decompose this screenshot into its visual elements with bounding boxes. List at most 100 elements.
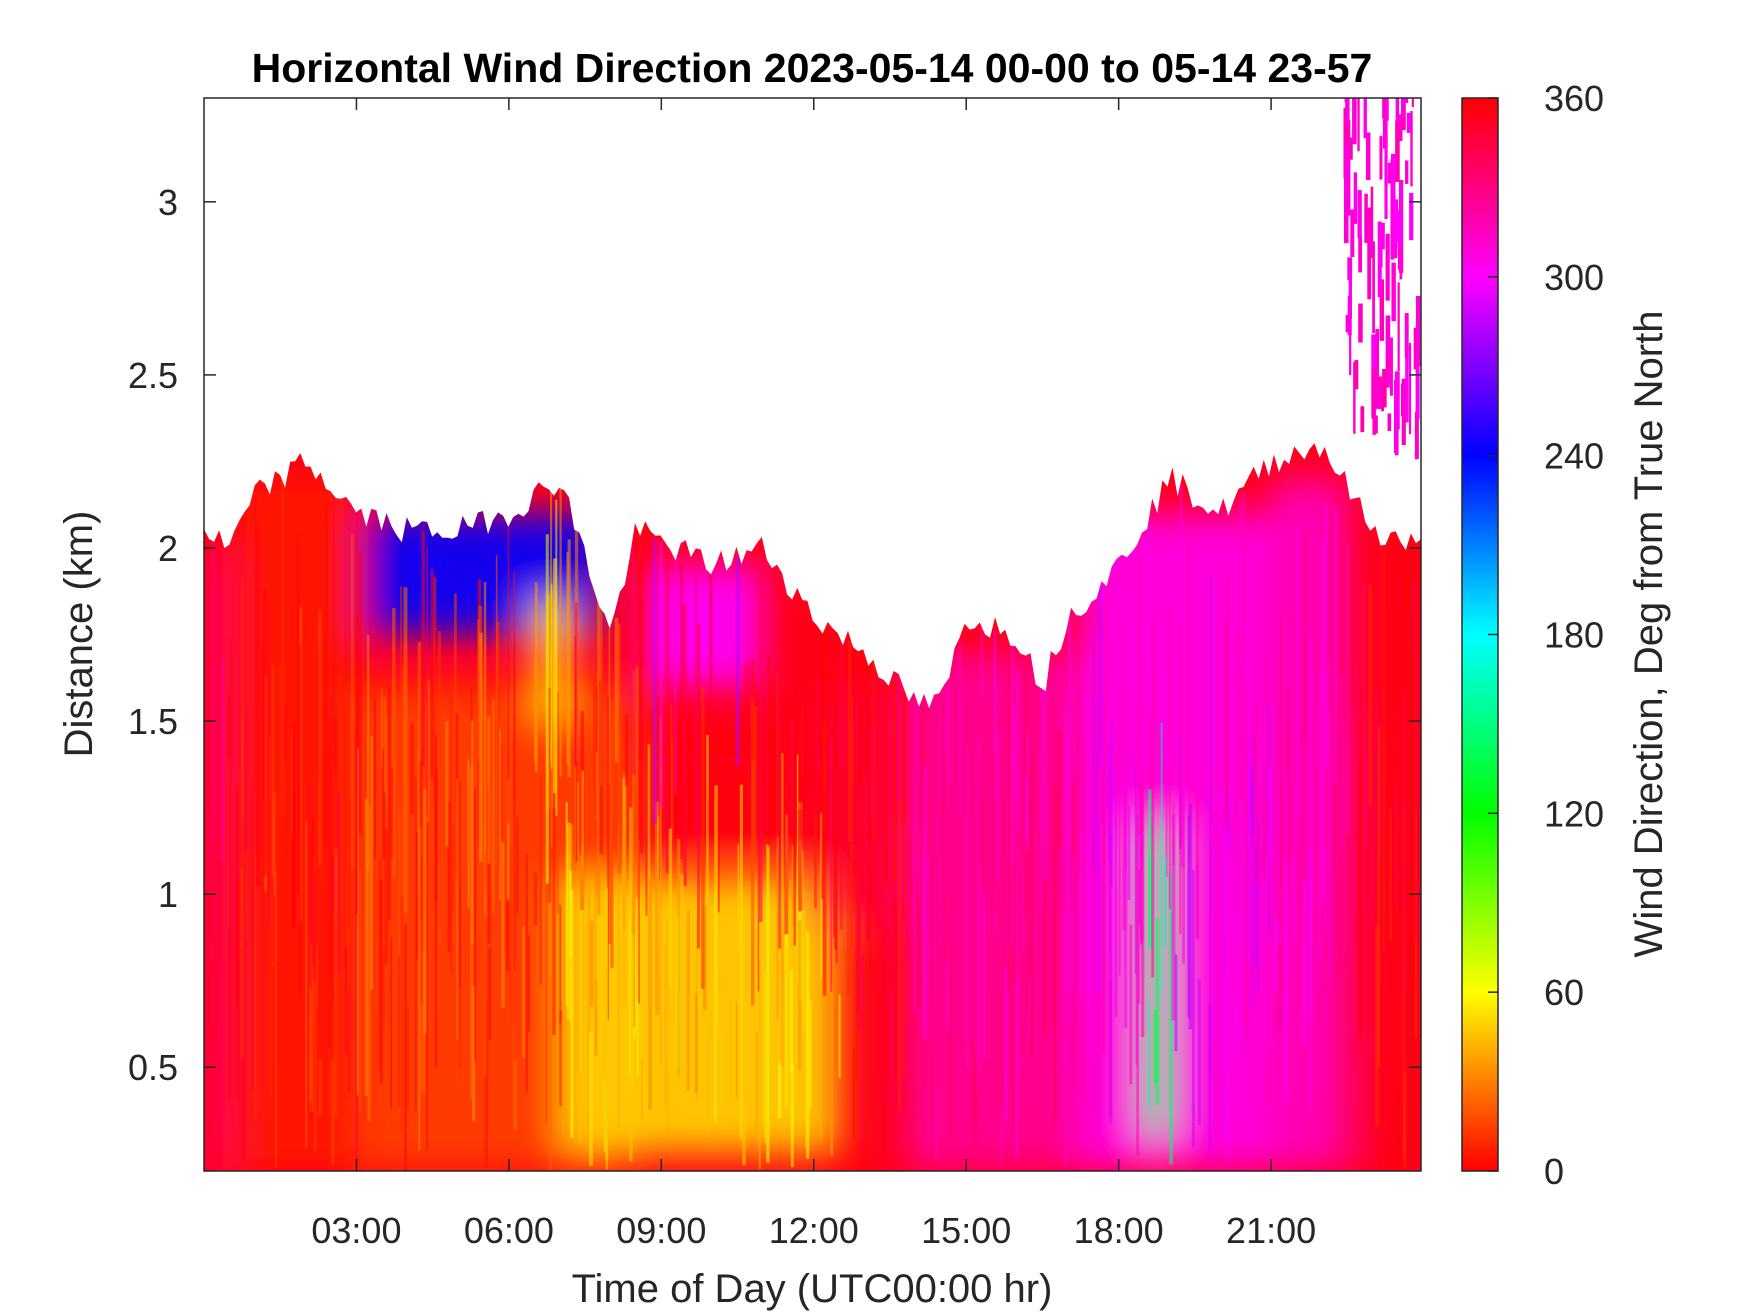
heatmap-streak [987,701,991,781]
heatmap-streak [1188,802,1193,1030]
heatmap-streak [1382,743,1386,952]
heatmap-streak [430,568,434,779]
colorbar-ticks: 0 60 120 180 240 300 360 [1488,78,1604,1192]
heatmap-streak [595,686,598,817]
heatmap-streak [1321,540,1325,904]
heatmap-streak [1265,935,1268,995]
heatmap-streak [350,534,354,870]
heatmap-streak [211,535,216,844]
heatmap-streak [744,663,748,775]
heatmap-streak [1257,818,1260,992]
heatmap-streak [373,1014,378,1104]
plume-streak [1375,328,1380,409]
heatmap-streak [865,777,868,936]
heatmap-streak [1136,815,1139,1156]
heatmap-streak [1004,966,1008,1123]
heatmap-streak [492,698,495,914]
heatmap-streak [320,651,323,893]
heatmap-streak [1231,997,1234,1056]
heatmap-streak [1216,910,1221,990]
heatmap-streak [638,531,643,761]
heatmap-streak [566,822,571,1020]
heatmap-streak [1251,671,1254,768]
heatmap-streak [460,794,465,1091]
heatmap-streak [1246,965,1250,1051]
heatmap-streak [382,748,386,860]
heatmap-streak [935,911,940,1082]
heatmap-streak [1180,574,1185,868]
heatmap-streak [1337,845,1340,1157]
heatmap-streak [1225,854,1229,1076]
x-tick-label: 06:00 [464,1210,554,1251]
plume-streak [1386,369,1390,388]
heatmap-streak [1030,754,1033,1058]
heatmap-streak [1346,540,1349,835]
heatmap-streak [587,878,591,1147]
heatmap-streak [556,692,559,914]
plume-streak [1390,153,1396,258]
heatmap-streak [1026,792,1030,1022]
heatmap-streak [1349,964,1351,1109]
heatmap-streak [707,894,710,1138]
heatmap-streak [1092,628,1095,874]
heatmap-streak [581,770,584,1003]
heatmap-streak [1238,498,1242,802]
plume-streak [1414,411,1419,460]
heatmap-streak [1057,730,1061,846]
heatmap-streak [1127,805,1131,900]
heatmap-streak [445,721,449,847]
heatmap-streak [1032,666,1036,834]
heatmap-streak [507,513,510,824]
heatmap-streak [420,854,424,921]
plume-streak [1372,406,1376,435]
heatmap-streak [383,947,385,1035]
colorbar-tick-label: 300 [1544,257,1604,298]
plume-streak [1415,349,1420,420]
heatmap-streak [577,782,579,876]
heatmap-streak [306,941,311,998]
heatmap-streak [356,747,359,1096]
heatmap-streak [1051,699,1054,1026]
heatmap-streak [821,628,824,900]
x-tick-label: 18:00 [1074,1210,1164,1251]
heatmap-streak [764,969,767,1143]
heatmap-streak [823,623,828,757]
heatmap-streak [495,555,498,869]
x-axis-ticks: 03:00 06:00 09:00 12:00 15:00 18:00 21:00 [311,98,1316,1251]
heatmap-streak [1151,618,1155,978]
plume-streak [1387,413,1392,432]
heatmap-streak [668,828,673,988]
heatmap-streak [758,959,761,1169]
plume-streak [1406,112,1411,133]
heatmap-streak [944,691,946,757]
heatmap-streak [381,689,383,768]
heatmap-streak [218,585,222,833]
heatmap-streak [974,1050,976,1145]
plot-frame [203,97,1422,1172]
plume-streak [1354,360,1359,390]
heatmap-streak [1011,752,1013,946]
heatmap-streak [1064,1037,1067,1166]
heatmap-streak [433,576,437,804]
heatmap-streak [947,990,950,1122]
plume-streak [1417,295,1421,367]
heatmap-streak [1015,978,1019,1160]
plume-streak [1370,186,1374,258]
heatmap-streak [308,783,311,1016]
heatmap-streak [1325,846,1327,942]
heatmap-streak [791,845,794,927]
heatmap-streak [632,670,636,1027]
heatmap-streak [1137,533,1141,836]
heatmap-streak [311,818,314,966]
heatmap-streak [268,735,273,1099]
heatmap-streak [634,917,638,973]
heatmap-streak [1195,860,1199,941]
heatmap-streak [539,775,543,985]
heatmap-streak [766,844,770,1163]
heatmap-streak [1268,765,1272,859]
heatmap-streak [1236,629,1238,860]
heatmap-streak [975,1070,980,1159]
heatmap-streak [1254,843,1258,968]
heatmap-streak [1082,741,1085,1099]
plume-streak [1357,190,1362,238]
